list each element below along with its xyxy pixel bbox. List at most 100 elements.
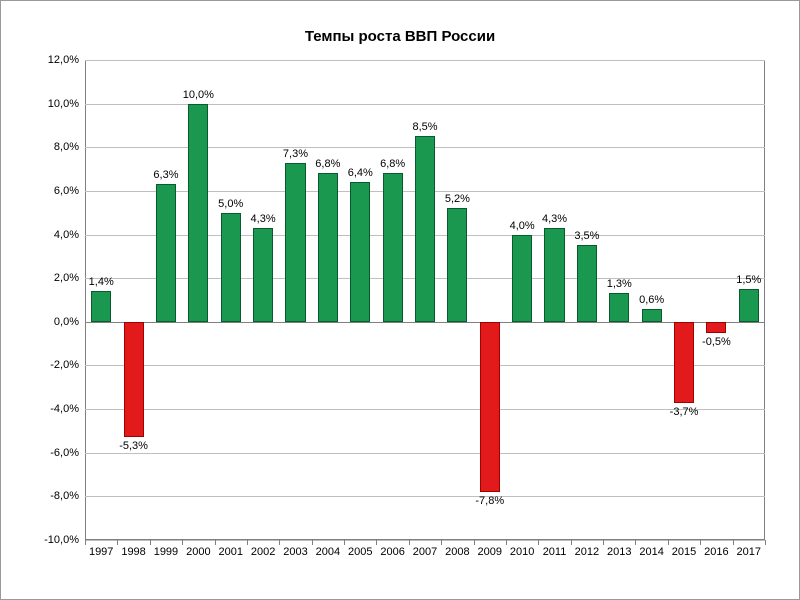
x-tick-label: 2007 [413,540,437,558]
x-tick-label: 2017 [737,540,761,558]
x-tick [344,540,345,545]
y-tick-label: -4,0% [50,403,85,415]
bar [285,163,305,322]
bar-label: 5,0% [218,198,243,210]
y-tick-label: 6,0% [54,185,85,197]
x-tick [247,540,248,545]
bar [609,293,629,321]
x-tick-label: 2014 [639,540,663,558]
y-tick-label: 4,0% [54,229,85,241]
bar [674,322,694,403]
bar [512,235,532,322]
chart-title: Темпы роста ВВП России [0,28,800,45]
x-tick [474,540,475,545]
bar-label: 4,0% [510,220,535,232]
x-tick [700,540,701,545]
bar [383,173,403,321]
bar-label: 4,3% [251,213,276,225]
x-tick-label: 2006 [380,540,404,558]
x-tick-label: 1998 [121,540,145,558]
bar-label: 8,5% [412,121,437,133]
y-tick-label: 10,0% [48,98,85,110]
x-tick-label: 2016 [704,540,728,558]
x-tick [571,540,572,545]
x-tick-label: 1999 [154,540,178,558]
bar-label: 5,2% [445,193,470,205]
x-tick [150,540,151,545]
bar [221,213,241,322]
x-tick [85,540,86,545]
bar [577,245,597,321]
bar-label: 1,4% [89,276,114,288]
gridline [85,365,765,366]
x-tick [279,540,280,545]
bar-label: -5,3% [119,440,148,452]
bar-label: -3,7% [670,406,699,418]
x-tick-label: 2005 [348,540,372,558]
gridline [85,453,765,454]
bar-label: 10,0% [183,89,214,101]
x-tick-label: 2000 [186,540,210,558]
bar-label: 6,3% [153,169,178,181]
bar [415,136,435,321]
bar [91,291,111,322]
x-tick [376,540,377,545]
x-tick [409,540,410,545]
x-tick [312,540,313,545]
bar-label: 6,8% [315,158,340,170]
x-tick [182,540,183,545]
bar-label: 6,4% [348,167,373,179]
x-tick [765,540,766,545]
bar-label: 0,6% [639,294,664,306]
y-tick-label: 12,0% [48,54,85,66]
x-tick [635,540,636,545]
bar-label: 4,3% [542,213,567,225]
gridline [85,60,765,61]
x-tick [668,540,669,545]
bar-label: -0,5% [702,336,731,348]
bar-label: 6,8% [380,158,405,170]
x-tick-label: 2012 [575,540,599,558]
x-tick-label: 2015 [672,540,696,558]
y-tick-label: 8,0% [54,141,85,153]
x-tick [215,540,216,545]
y-tick-label: 2,0% [54,272,85,284]
bar [156,184,176,321]
bar [642,309,662,322]
x-tick-label: 1997 [89,540,113,558]
x-tick-label: 2009 [478,540,502,558]
bar-label: 1,5% [736,274,761,286]
bar [253,228,273,322]
bar [480,322,500,492]
x-tick-label: 2004 [316,540,340,558]
y-tick-label: -8,0% [50,490,85,502]
bar-label: -7,8% [475,495,504,507]
gridline [85,496,765,497]
bar [706,322,726,333]
x-tick-label: 2008 [445,540,469,558]
x-tick [117,540,118,545]
gridline [85,104,765,105]
y-tick-label: -10,0% [44,534,85,546]
gridline [85,409,765,410]
bar [739,289,759,322]
x-tick [441,540,442,545]
bar-label: 7,3% [283,148,308,160]
y-tick-label: 0,0% [54,316,85,328]
bar [447,208,467,321]
y-tick-label: -6,0% [50,447,85,459]
x-tick-label: 2002 [251,540,275,558]
x-tick [538,540,539,545]
x-tick-label: 2011 [543,540,567,558]
bar [188,104,208,322]
x-tick-label: 2010 [510,540,534,558]
x-tick-label: 2013 [607,540,631,558]
bar [318,173,338,321]
chart-plot-area: -10,0%-8,0%-6,0%-4,0%-2,0%0,0%2,0%4,0%6,… [85,60,765,540]
zero-line [85,322,765,323]
bar [124,322,144,438]
x-tick-label: 2001 [218,540,242,558]
x-tick [603,540,604,545]
y-tick-label: -2,0% [50,359,85,371]
x-tick [733,540,734,545]
